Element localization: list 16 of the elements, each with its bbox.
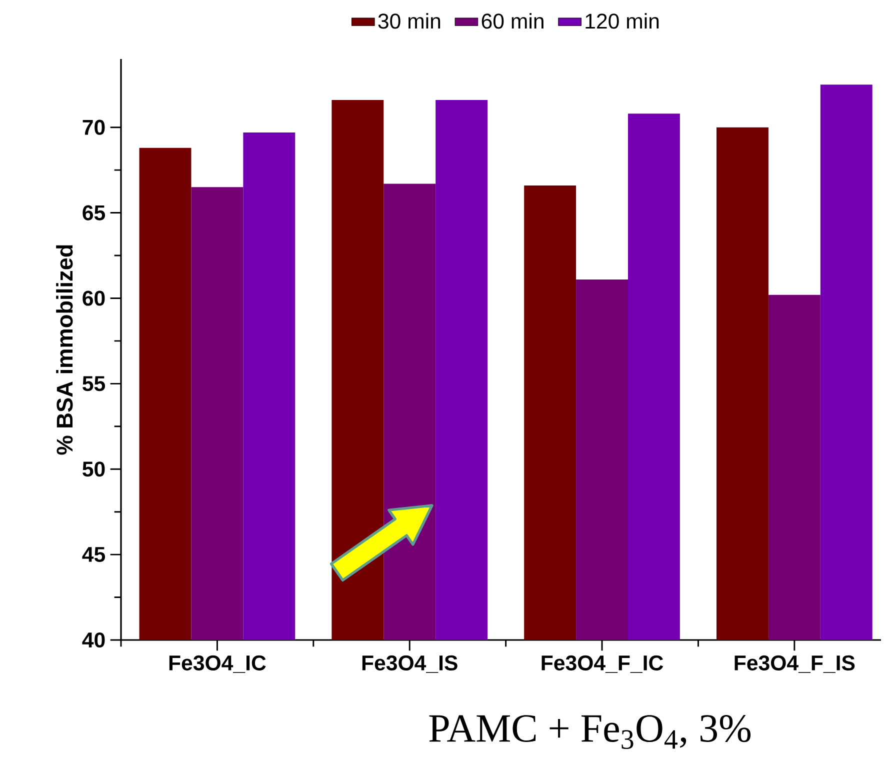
legend-label: 120 min — [586, 13, 659, 29]
y-tick-label: 70 — [82, 120, 105, 135]
y-tick-label: 60 — [82, 290, 105, 306]
y-tick-label: 45 — [82, 547, 106, 562]
x-tick-label: Fe3O4_F_IS — [734, 655, 855, 673]
y-tick-label: 50 — [82, 462, 105, 477]
y-tick-label: 55 — [82, 376, 106, 392]
legend-label: 60 min — [482, 13, 544, 29]
x-tick-label: Fe3O4_IS — [362, 655, 458, 673]
y-axis-title: % BSA immobilized — [56, 245, 73, 455]
text: PAMC + Fe$_{3}$O$_{4}$, 3% — [429, 715, 751, 749]
x-tick-label: Fe3O4_F_IC — [542, 655, 664, 673]
y-tick-label: 65 — [82, 205, 106, 220]
y-tick-label: 40 — [82, 632, 105, 648]
x-tick-label: Fe3O4_IC — [169, 655, 266, 673]
legend-label: 30 min — [378, 13, 440, 29]
